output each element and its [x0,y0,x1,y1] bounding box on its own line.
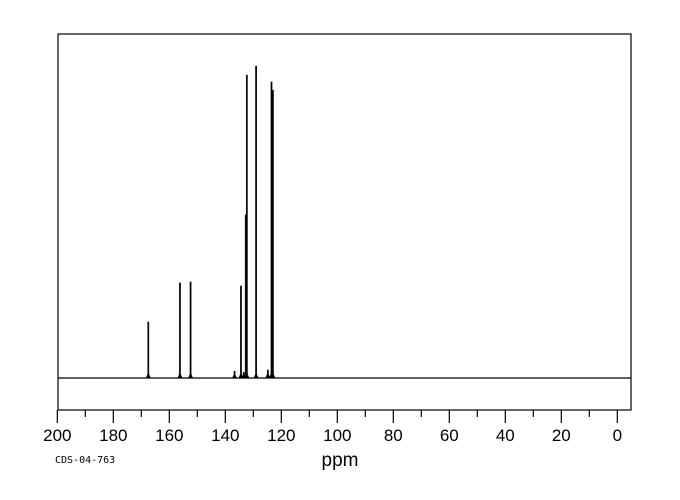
nmr-peak [244,74,250,379]
nmr-peak [145,321,151,379]
nmr-peaks [145,65,276,379]
nmr-peak [177,282,183,379]
x-axis-tick-label: 100 [323,426,351,445]
x-axis-label: ppm [321,450,359,471]
nmr-peak [238,285,244,379]
x-axis-tick-label: 200 [43,426,71,445]
x-axis-tick-label: 0 [613,426,622,445]
nmr-peak [253,65,259,379]
x-axis-tick-label: 140 [211,426,239,445]
nmr-peak [232,370,237,379]
nmr-peak [270,89,276,379]
nmr-peak [188,281,193,379]
x-axis-ticks [56,410,618,423]
x-axis-tick-label: 20 [552,426,571,445]
x-axis-tick-label: 120 [267,426,295,445]
x-axis-tick-labels: 200 180 160 140 120 100 80 60 40 20 0 [43,426,622,445]
x-axis-tick-label: 80 [384,426,403,445]
x-axis-tick-label: 60 [440,426,459,445]
plot-border [57,33,632,411]
x-axis-tick-label: 180 [99,426,127,445]
nmr-peak [265,369,271,379]
x-axis-tick-label: 160 [155,426,183,445]
sample-id-label: CDS-04-763 [55,455,116,466]
x-axis-tick-label: 40 [496,426,515,445]
